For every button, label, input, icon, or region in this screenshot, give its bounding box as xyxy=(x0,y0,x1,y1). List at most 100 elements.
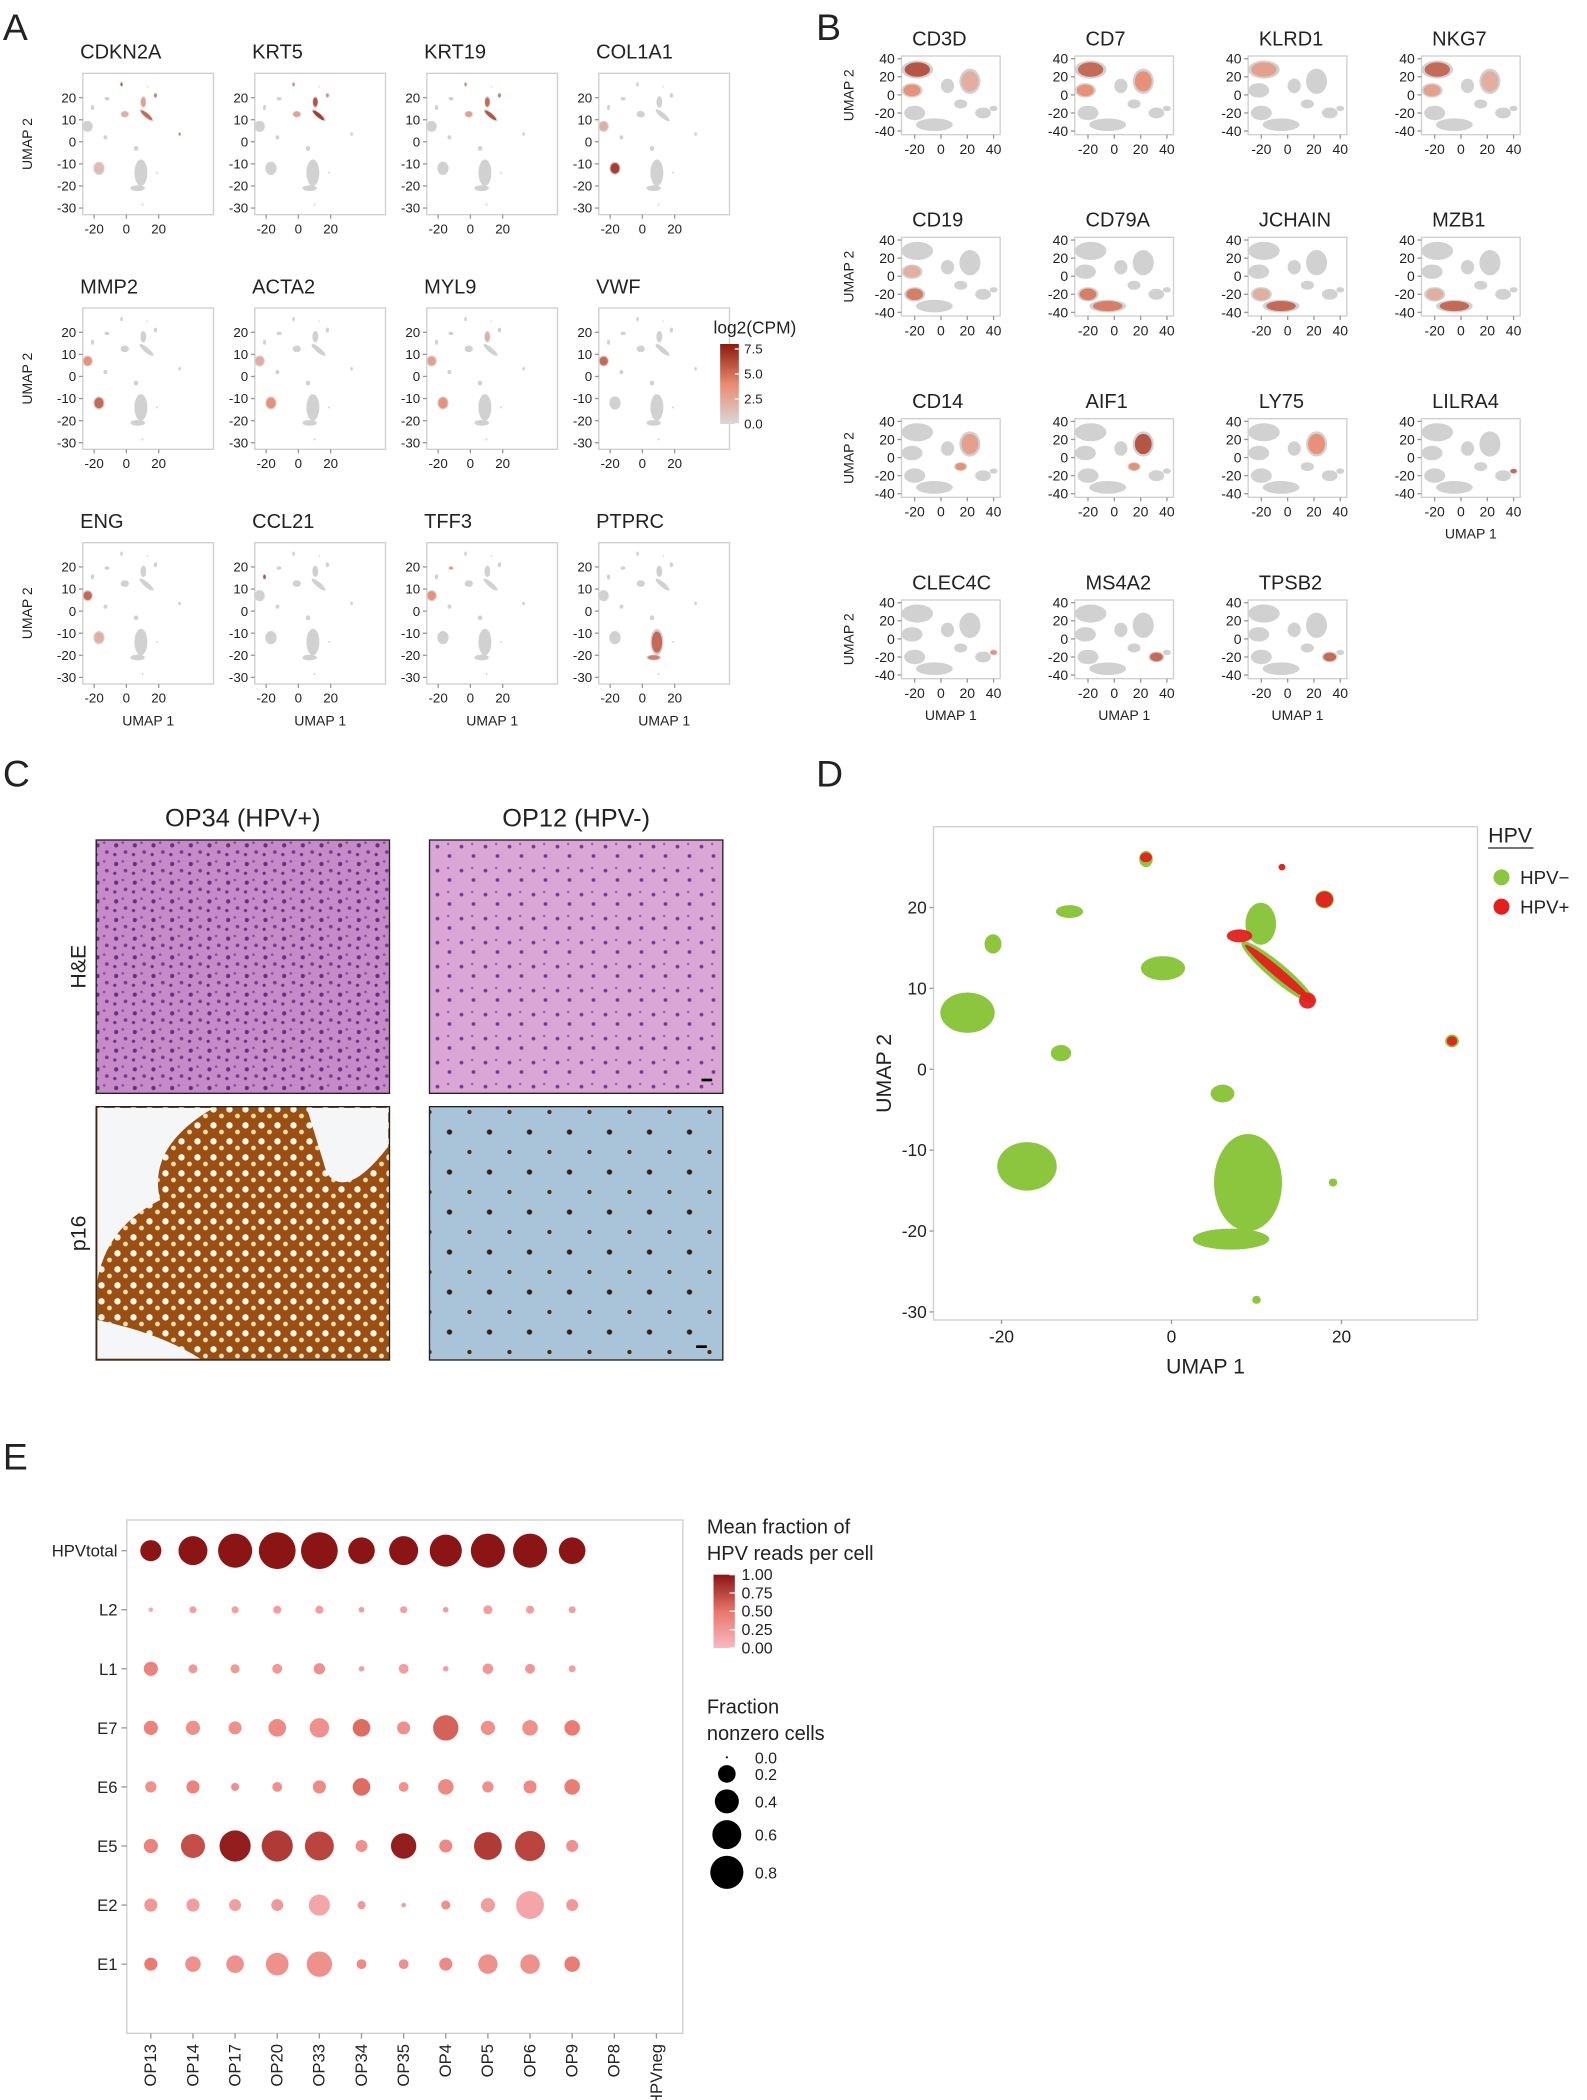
cell-cluster xyxy=(434,574,439,580)
cell-cluster xyxy=(1278,863,1286,871)
cell-cluster xyxy=(915,118,953,132)
y-tick-label: -20 xyxy=(1221,105,1241,121)
dot xyxy=(401,1902,406,1908)
y-tick-label: -40 xyxy=(1395,304,1415,320)
cell-cluster xyxy=(478,628,492,656)
size-legend-label: 0.8 xyxy=(755,1865,777,1882)
y-tick-label: 40 xyxy=(879,232,895,248)
x-tick-label: 0 xyxy=(123,221,130,236)
y-tick-label: 20 xyxy=(1226,613,1242,629)
dot xyxy=(512,1533,548,1568)
expression-cluster xyxy=(326,93,329,98)
cell-cluster xyxy=(485,438,488,441)
y-tick-label: E6 xyxy=(97,1778,117,1797)
y-tick-label: 0 xyxy=(1060,631,1068,647)
cell-cluster xyxy=(606,574,611,580)
y-tick-label: -40 xyxy=(1221,667,1241,683)
size-legend-dot xyxy=(725,1756,728,1759)
cell-cluster xyxy=(649,615,655,621)
y-tick-label: -20 xyxy=(401,648,420,663)
x-tick-label: 20 xyxy=(1133,322,1149,338)
cell-cluster xyxy=(485,672,488,676)
cell-cluster xyxy=(500,406,502,409)
x-tick-label: -20 xyxy=(905,322,925,338)
gene-title: KRT19 xyxy=(424,42,486,64)
cell-cluster xyxy=(940,622,955,638)
cell-cluster xyxy=(306,394,320,421)
legend-title: HPV reads per cell xyxy=(707,1543,874,1565)
cell-cluster xyxy=(1245,944,1311,1000)
y-tick-label: 10 xyxy=(233,347,248,362)
cell-cluster xyxy=(141,203,144,206)
y-tick-label: -40 xyxy=(875,304,895,320)
cell-cluster xyxy=(694,132,697,136)
x-tick-label: 0 xyxy=(639,456,646,471)
expression-cluster xyxy=(312,110,325,121)
cell-cluster xyxy=(350,601,353,606)
y-tick-label: 20 xyxy=(577,90,592,105)
y-tick-label: -30 xyxy=(401,201,420,216)
cell-cluster xyxy=(328,406,330,409)
y-tick-label: L2 xyxy=(99,1601,118,1620)
y-tick-label: -10 xyxy=(57,626,76,641)
cell-cluster xyxy=(609,396,621,410)
y-tick-label: E2 xyxy=(97,1896,117,1915)
x-axis-label: UMAP 1 xyxy=(1445,526,1497,542)
y-tick-label: -20 xyxy=(1221,649,1241,665)
x-tick-label: 0 xyxy=(1284,685,1292,701)
y-tick-label: -20 xyxy=(875,286,895,302)
y-tick-label: 0 xyxy=(585,604,592,619)
cell-cluster xyxy=(1252,1295,1261,1304)
cell-cluster xyxy=(325,562,330,568)
cell-cluster xyxy=(656,565,663,578)
x-tick-label: 20 xyxy=(1133,141,1149,157)
x-tick-label: 40 xyxy=(1159,504,1175,520)
x-tick-label: 0 xyxy=(123,456,130,471)
y-tick-label: -20 xyxy=(229,413,248,428)
colorbar-label: 0.00 xyxy=(742,1640,773,1657)
y-tick-label: -40 xyxy=(1048,486,1068,502)
y-tick-label: -20 xyxy=(902,1221,927,1241)
y-tick-label: 20 xyxy=(577,560,592,575)
cell-cluster xyxy=(901,241,934,260)
expression-cluster xyxy=(141,97,146,107)
cell-cluster xyxy=(650,394,664,421)
x-tick-label: 0 xyxy=(295,221,302,236)
dot xyxy=(480,1720,495,1735)
cell-cluster xyxy=(478,394,492,421)
y-tick-label: -20 xyxy=(1395,286,1415,302)
cell-cluster xyxy=(1421,241,1454,260)
dot xyxy=(514,1830,546,1862)
cell-cluster xyxy=(619,135,624,140)
gene-title: CDKN2A xyxy=(80,42,162,64)
y-tick-label: 20 xyxy=(1226,250,1242,266)
cell-cluster xyxy=(650,159,664,186)
y-tick-label: -30 xyxy=(57,435,76,450)
cell-cluster xyxy=(522,366,525,371)
y-tick-label: -30 xyxy=(229,670,248,685)
y-axis-label: UMAP 2 xyxy=(841,432,857,484)
cell-cluster xyxy=(636,82,639,87)
size-legend-label: 0.6 xyxy=(755,1828,777,1845)
colorbar xyxy=(720,344,739,424)
y-tick-label: -10 xyxy=(57,157,76,172)
y-tick-label: -40 xyxy=(1221,304,1241,320)
cell-cluster xyxy=(1287,441,1301,456)
y-tick-label: -30 xyxy=(902,1302,927,1322)
dot xyxy=(272,1781,283,1792)
cell-cluster xyxy=(1300,280,1314,290)
y-tick-label: -30 xyxy=(57,670,76,685)
y-tick-label: -40 xyxy=(1395,486,1415,502)
cell-cluster xyxy=(464,316,467,322)
x-tick-label: 40 xyxy=(1332,141,1348,157)
y-tick-label: 0 xyxy=(1234,268,1242,284)
x-tick-label: 40 xyxy=(1332,322,1348,338)
dot xyxy=(144,1898,158,1912)
cell-cluster xyxy=(262,339,267,345)
plot-frame xyxy=(932,826,1479,1321)
cell-cluster xyxy=(662,320,665,323)
panel-label: D xyxy=(816,753,843,795)
gene-title: MS4A2 xyxy=(1086,572,1152,594)
dot xyxy=(352,1778,371,1796)
y-tick-label: -30 xyxy=(229,201,248,216)
